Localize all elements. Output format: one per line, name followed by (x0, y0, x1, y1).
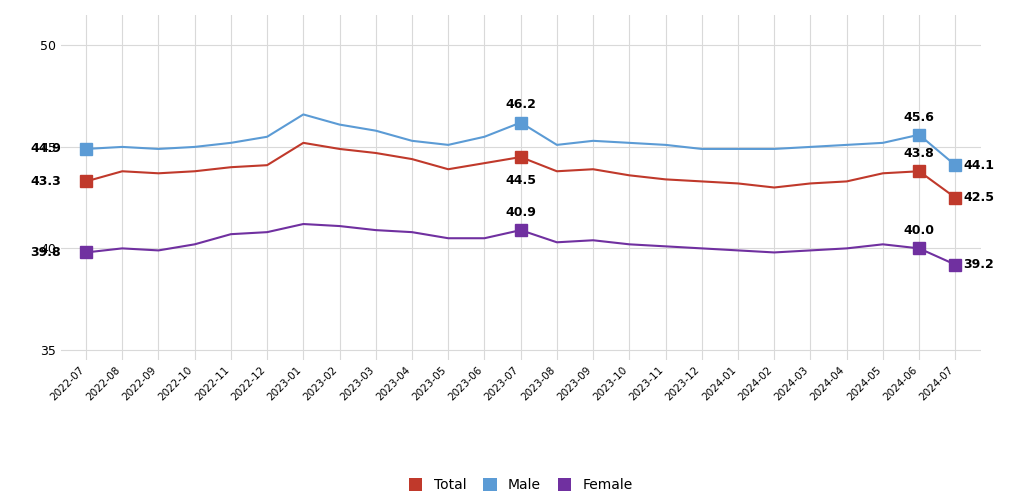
Text: 44.5: 44.5 (506, 174, 536, 186)
Text: 44.9: 44.9 (30, 142, 61, 156)
Text: 44.1: 44.1 (963, 158, 995, 172)
Text: 42.5: 42.5 (963, 191, 995, 204)
Text: 39.2: 39.2 (963, 258, 995, 271)
Text: 43.3: 43.3 (30, 175, 61, 188)
Text: 40.0: 40.0 (904, 224, 934, 237)
Text: 43.8: 43.8 (904, 147, 934, 160)
Legend: Total, Male, Female: Total, Male, Female (403, 473, 638, 498)
Text: 46.2: 46.2 (506, 98, 536, 112)
Text: 45.6: 45.6 (904, 110, 934, 124)
Text: 39.8: 39.8 (30, 246, 61, 259)
Text: 40.9: 40.9 (506, 206, 536, 219)
